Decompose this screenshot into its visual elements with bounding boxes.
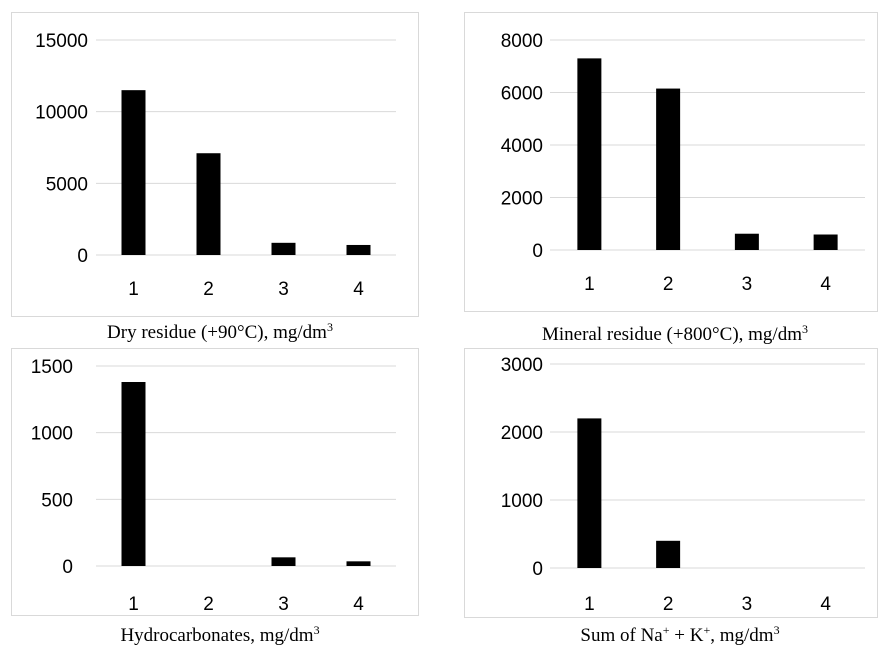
dry-residue-bar <box>271 242 296 255</box>
mineral-residue-y-tick-label: 0 <box>532 241 543 262</box>
caption-superscript: 3 <box>313 623 320 637</box>
dry-residue-x-tick-label: 2 <box>203 279 214 300</box>
dry-residue-x-tick-label: 3 <box>278 279 289 300</box>
mineral-residue-y-tick-label: 2000 <box>501 189 543 210</box>
dry-residue-y-tick-label: 5000 <box>46 174 88 195</box>
dry-residue-x-tick-label: 4 <box>353 279 364 300</box>
chart-caption-dry-residue: Dry residue (+90°C), mg/dm3 <box>60 320 380 344</box>
sum-na-k-y-tick-label: 2000 <box>501 423 543 444</box>
mineral-residue-x-tick-label: 3 <box>742 274 753 295</box>
mineral-residue-x-tick-label: 4 <box>820 274 831 295</box>
mineral-residue-x-tick-label: 2 <box>663 274 674 295</box>
dry-residue-y-tick-label: 0 <box>77 246 88 267</box>
caption-superscript: 3 <box>802 322 808 336</box>
hydrocarbonates-x-tick-label: 2 <box>203 594 214 615</box>
dry-residue-bar <box>346 244 371 255</box>
mineral-residue-y-tick-label: 8000 <box>501 31 543 52</box>
sum-na-k-y-tick-label: 0 <box>532 559 543 580</box>
hydrocarbonates-y-tick-label: 500 <box>41 490 73 511</box>
chart-caption-mineral-residue: Mineral residue (+800°C), mg/dm3 <box>500 322 850 346</box>
sum-na-k-x-tick-label: 2 <box>663 594 674 615</box>
caption-text: Hydrocarbonates, mg/dm <box>120 625 314 646</box>
caption-superscript: + <box>662 623 670 637</box>
sum-na-k-x-tick-label: 3 <box>742 594 753 615</box>
mineral-residue-bar <box>656 88 681 250</box>
sum-na-k-x-tick-label: 1 <box>584 594 595 615</box>
caption-text: Sum of Na <box>580 625 663 646</box>
caption-text-mid: + K <box>669 625 704 646</box>
mineral-residue-y-tick-label: 6000 <box>501 84 543 105</box>
mineral-residue-y-tick-label: 4000 <box>501 136 543 157</box>
hydrocarbonates-bar <box>346 561 371 566</box>
dry-residue-bar <box>121 90 146 256</box>
sum-na-k-x-tick-label: 4 <box>820 594 831 615</box>
hydrocarbonates-bar <box>121 382 146 566</box>
hydrocarbonates-x-tick-label: 4 <box>353 594 364 615</box>
hydrocarbonates-bar <box>271 557 296 566</box>
mineral-residue-x-tick-label: 1 <box>584 274 595 295</box>
caption-superscript: 3 <box>326 320 333 334</box>
hydrocarbonates-y-tick-label: 0 <box>62 557 73 578</box>
chart-caption-sum-na-k: Sum of Na+ + K+, mg/dm3 <box>505 623 855 647</box>
dry-residue-y-tick-label: 10000 <box>35 103 88 124</box>
sum-na-k-bar <box>577 418 602 568</box>
caption-text: Dry residue (+90°C), mg/dm <box>107 322 327 343</box>
mineral-residue-bar <box>577 58 602 250</box>
dry-residue-bar <box>196 153 221 255</box>
hydrocarbonates-y-tick-label: 1500 <box>31 357 73 378</box>
caption-text: Mineral residue (+800°C), mg/dm <box>542 324 802 345</box>
sum-na-k-y-tick-label: 1000 <box>501 491 543 512</box>
sum-na-k-y-tick-label: 3000 <box>501 355 543 376</box>
chart-panel-sum-na-k <box>464 348 878 618</box>
chart-caption-hydrocarbonates: Hydrocarbonates, mg/dm3 <box>60 623 380 647</box>
hydrocarbonates-y-tick-label: 1000 <box>31 424 73 445</box>
mineral-residue-bar <box>813 234 838 250</box>
sum-na-k-bar <box>656 540 681 568</box>
caption-superscript-3: 3 <box>773 623 780 637</box>
mineral-residue-bar <box>734 233 759 250</box>
dry-residue-x-tick-label: 1 <box>128 279 139 300</box>
caption-text-tail: , mg/dm <box>710 625 774 646</box>
hydrocarbonates-x-tick-label: 3 <box>278 594 289 615</box>
caption-superscript-2: + <box>703 623 711 637</box>
hydrocarbonates-x-tick-label: 1 <box>128 594 139 615</box>
dry-residue-y-tick-label: 15000 <box>35 31 88 52</box>
chart-panel-hydrocarbonates <box>11 348 419 616</box>
